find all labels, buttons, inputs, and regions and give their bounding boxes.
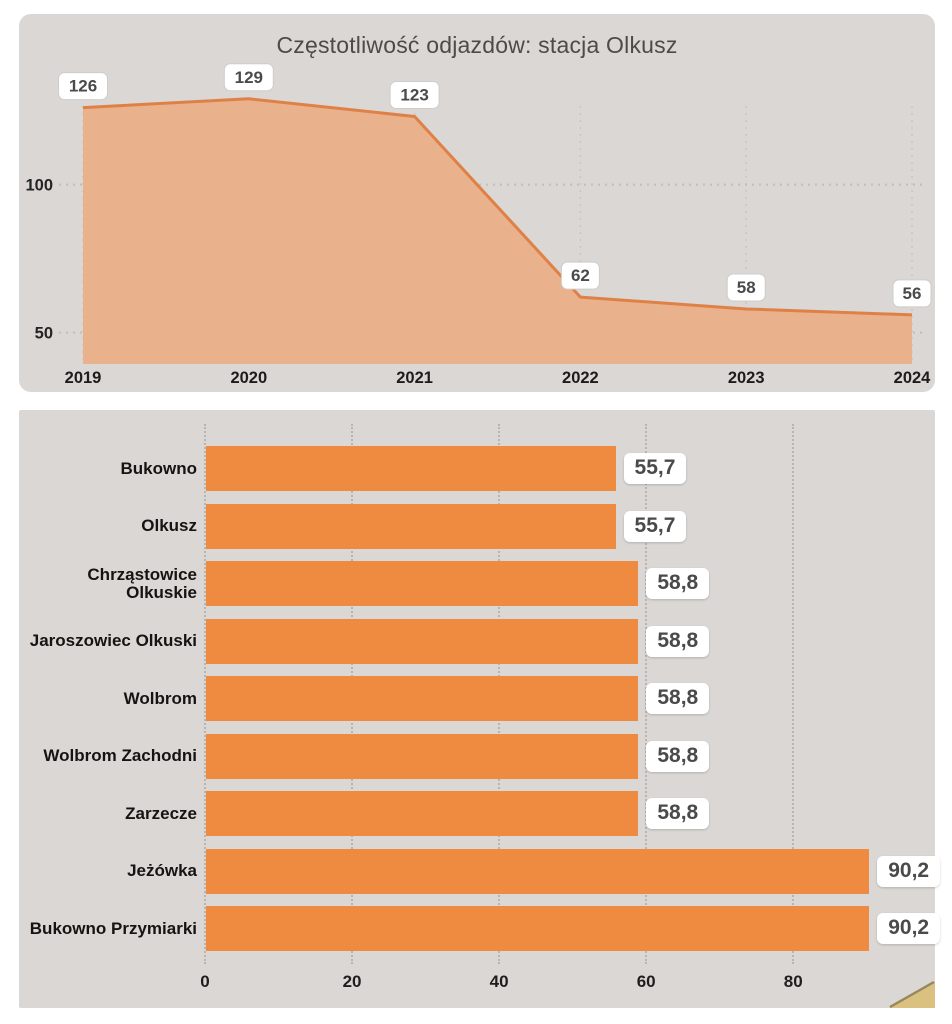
bar-category-label: Bukowno (120, 458, 198, 478)
departure-frequency-area-chart-panel: Częstotliwość odjazdów: stacja Olkusz 50… (19, 14, 935, 392)
bar-category-label: Bukowno Przymiarki (29, 918, 197, 938)
bar (206, 561, 639, 607)
bar (206, 618, 639, 664)
x-axis-tick-label: 2024 (894, 369, 932, 387)
bar (206, 791, 639, 837)
chart-title: Częstotliwość odjazdów: stacja Olkusz (276, 32, 678, 58)
data-label-chip (223, 63, 274, 92)
data-label-chip (58, 72, 108, 101)
area-fill (83, 98, 912, 364)
bar-category-label: Jeżówka (127, 861, 197, 881)
bar-value-chip: 55,7 (623, 510, 687, 542)
bar-value-chip: 90,2 (877, 913, 941, 945)
bar-value-chip: 58,8 (646, 798, 710, 830)
bar-value-chip: 58,8 (646, 568, 710, 600)
y-axis-tick-label: 100 (25, 177, 53, 195)
bar-value-chip: 58,8 (646, 683, 710, 715)
bar (206, 676, 639, 722)
bar-row: Jaroszowiec Olkuski 58,8 (19, 613, 935, 671)
bar-row: Wolbrom Zachodni 58,8 (19, 728, 935, 786)
bar-x-axis-tick-label: 60 (636, 972, 656, 991)
bar-x-axis-tick-label: 80 (783, 972, 803, 991)
bar-x-axis-tick-label: 20 (342, 972, 362, 991)
x-axis-tick-label: 2022 (562, 369, 599, 387)
bar (206, 848, 870, 894)
bar-row: Zarzecze 58,8 (19, 785, 935, 843)
bar-grid-vertical (645, 424, 648, 964)
bar-category-label: Zarzecze (125, 803, 197, 823)
bar (206, 906, 870, 952)
bar-chart-rows: Bukowno 55,7 Olkusz 55,7 Chrząstowice Olkusk… (19, 440, 941, 958)
bar-category-label: Olkusz (141, 516, 197, 536)
bar-row: Jeżówka 90,2 (19, 843, 941, 901)
data-label-chip (726, 273, 766, 302)
x-axis-tick-label: 2019 (65, 369, 102, 387)
data-label-value: 129 (235, 68, 263, 87)
data-label-value: 123 (400, 86, 428, 105)
bar-category-label: Chrząstowice Olkuskie (87, 564, 197, 602)
bar-value-chip: 58,8 (646, 740, 710, 772)
bar-value-chip: 58,8 (646, 625, 710, 657)
bar-grid-vertical (792, 424, 795, 964)
data-label-chip (892, 279, 932, 308)
bar-value-chip: 90,2 (877, 855, 941, 887)
bar (206, 446, 616, 492)
data-label-value: 126 (69, 77, 97, 96)
bar-x-axis-tick-label: 0 (200, 972, 210, 991)
bar-row: Olkusz 55,7 (19, 498, 935, 556)
data-label-chip (560, 261, 600, 290)
bar-value-chip: 55,7 (623, 453, 687, 485)
data-label-value: 62 (571, 266, 590, 285)
bar-category-label: Jaroszowiec Olkuski (29, 631, 197, 651)
x-axis-tick-label: 2020 (230, 369, 267, 387)
area-chart: 50 100 2019 2020 2021 2022 2023 2024 126 129 123 62… (25, 63, 932, 387)
bar-row: Bukowno Przymiarki 90,2 (19, 900, 941, 958)
corner-fold-decoration (889, 981, 935, 1008)
data-label-value: 58 (737, 278, 756, 297)
y-axis-tick-label: 50 (35, 325, 53, 343)
bar-category-label: Wolbrom Zachodni (43, 746, 197, 766)
bar-category-label: Wolbrom (123, 688, 197, 708)
bar (206, 733, 639, 779)
bar-x-axis-tick-label: 40 (489, 972, 509, 991)
bar (206, 503, 616, 549)
area-line (82, 97, 913, 317)
x-axis-tick-label: 2021 (396, 369, 433, 387)
data-label-value: 56 (903, 284, 922, 303)
bar-grid-vertical (204, 424, 206, 964)
bar-chart-x-axis: 0 20 40 60 80 (19, 972, 935, 996)
x-axis-tick-label: 2023 (728, 369, 765, 387)
data-label-chip (389, 81, 440, 110)
station-bar-chart-panel: Bukowno 55,7 Olkusz 55,7 Chrząstowice Olkusk… (19, 410, 941, 1008)
bar-row: Chrząstowice Olkuskie 58,8 (19, 555, 935, 613)
bar-row: Bukowno 55,7 (19, 440, 935, 498)
bar-row: Wolbrom 58,8 (19, 670, 935, 728)
